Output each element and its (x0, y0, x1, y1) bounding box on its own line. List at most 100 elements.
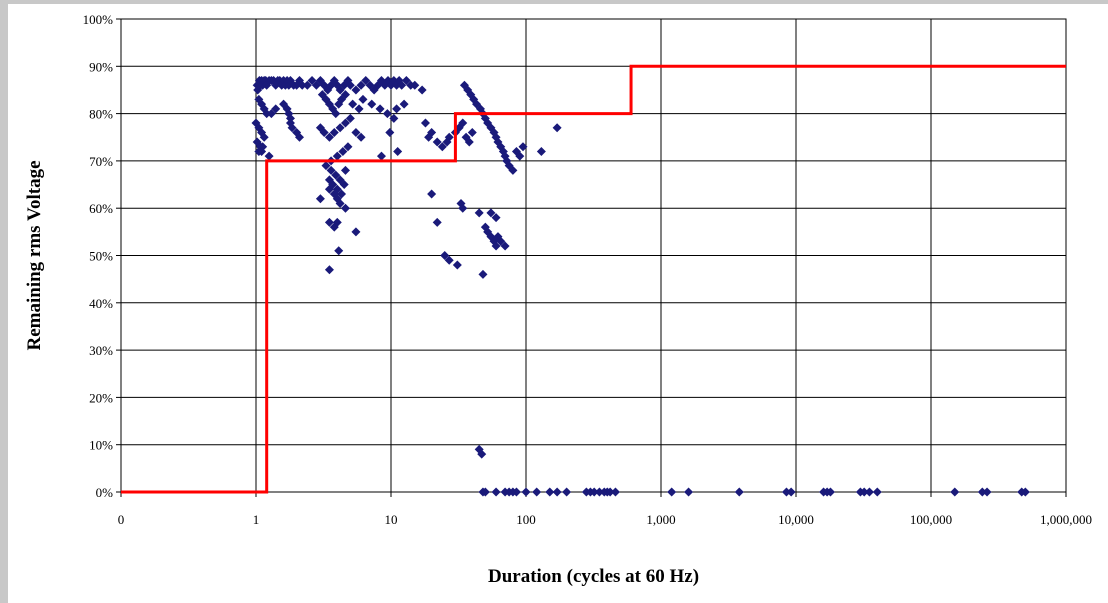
data-point (332, 217, 342, 227)
data-point (552, 123, 562, 133)
data-point (285, 113, 295, 123)
tolerance-curve-layer (121, 64, 1066, 494)
data-point (307, 75, 317, 85)
data-point (382, 109, 392, 119)
data-point (417, 85, 427, 95)
data-point (340, 118, 350, 128)
data-point (491, 213, 501, 223)
data-point (496, 236, 506, 246)
data-point (474, 208, 484, 218)
data-point (521, 487, 531, 497)
y-tick-label: 60% (89, 201, 113, 216)
data-point (532, 487, 542, 497)
data-point (444, 255, 454, 265)
data-point (977, 487, 987, 497)
data-point (302, 80, 312, 90)
data-point (385, 128, 395, 138)
x-tick-label: 1,000 (646, 512, 675, 527)
data-point (859, 487, 869, 497)
x-tick-label: 10 (385, 512, 398, 527)
data-point (329, 128, 339, 138)
tolerance-curve (121, 64, 1066, 494)
data-point (432, 217, 442, 227)
data-point (427, 189, 437, 199)
data-point (345, 113, 355, 123)
data-point (324, 217, 334, 227)
data-point (351, 128, 361, 138)
data-point (500, 241, 510, 251)
data-point (331, 170, 341, 180)
data-point (864, 487, 874, 497)
y-tick-label: 90% (89, 59, 113, 74)
data-point (610, 487, 620, 497)
data-point (786, 487, 796, 497)
data-point (424, 132, 434, 142)
x-tick-labels: 0 1 10 100 1,000 10,000 100,000 1,000,000 (118, 512, 1092, 527)
data-point (458, 118, 468, 128)
data-point (401, 75, 411, 85)
data-point (518, 142, 528, 152)
data-point (536, 146, 546, 156)
data-point (504, 161, 514, 171)
data-point (437, 142, 447, 152)
data-point (324, 132, 334, 142)
data-point (315, 194, 325, 204)
data-point (545, 487, 555, 497)
data-point (684, 487, 694, 497)
data-point (326, 165, 336, 175)
data-point (872, 487, 882, 497)
data-point (399, 99, 409, 109)
y-tick-label: 20% (89, 390, 113, 405)
y-tick-label: 100% (83, 12, 114, 27)
y-tick-label: 30% (89, 343, 113, 358)
data-point (440, 251, 450, 260)
y-tick-label: 50% (89, 249, 113, 264)
y-tick-labels: 0% 10% 20% 30% 40% 50% 60% 70% 80% 90% 100% (83, 12, 114, 500)
data-point (432, 137, 442, 147)
data-point (331, 109, 341, 119)
data-point (319, 128, 329, 138)
data-point (340, 165, 350, 175)
x-tick-label: 0 (118, 512, 125, 527)
data-point (480, 487, 490, 497)
data-points (251, 75, 1030, 497)
data-point (562, 487, 572, 497)
x-axis-title: Duration (cycles at 60 Hz) (488, 566, 699, 587)
data-point (257, 146, 267, 156)
data-point (287, 123, 297, 133)
data-point (393, 146, 403, 156)
grid-lines (116, 18, 1067, 497)
data-point (491, 241, 501, 251)
data-point (354, 104, 364, 114)
data-point (594, 487, 604, 497)
data-point (343, 142, 353, 152)
data-point (340, 203, 350, 213)
data-point (452, 260, 462, 270)
data-point (356, 80, 366, 90)
data-point (375, 104, 385, 114)
data-point (511, 487, 521, 497)
data-point (458, 203, 468, 213)
data-point (781, 487, 791, 497)
data-point (589, 487, 599, 497)
data-point (345, 80, 355, 90)
data-point (332, 151, 342, 161)
x-tick-label: 10,000 (778, 512, 814, 527)
data-point (486, 208, 496, 218)
data-point (467, 128, 477, 138)
data-point (410, 80, 420, 90)
data-point (334, 246, 344, 256)
data-point (338, 146, 348, 156)
y-tick-label: 80% (89, 107, 113, 122)
data-point (335, 198, 345, 208)
data-point (328, 180, 338, 190)
y-tick-label: 40% (89, 296, 113, 311)
scatter-chart: 0% 10% 20% 30% 40% 50% 60% 70% 80% 90% 100% 0 1 10 10… (24, 12, 1092, 587)
data-point (367, 99, 377, 109)
data-point (262, 109, 272, 119)
data-point (351, 227, 361, 237)
x-tick-label: 1 (253, 512, 260, 527)
data-point (356, 132, 366, 142)
data-point (324, 265, 334, 275)
y-tick-label: 0% (96, 485, 114, 500)
